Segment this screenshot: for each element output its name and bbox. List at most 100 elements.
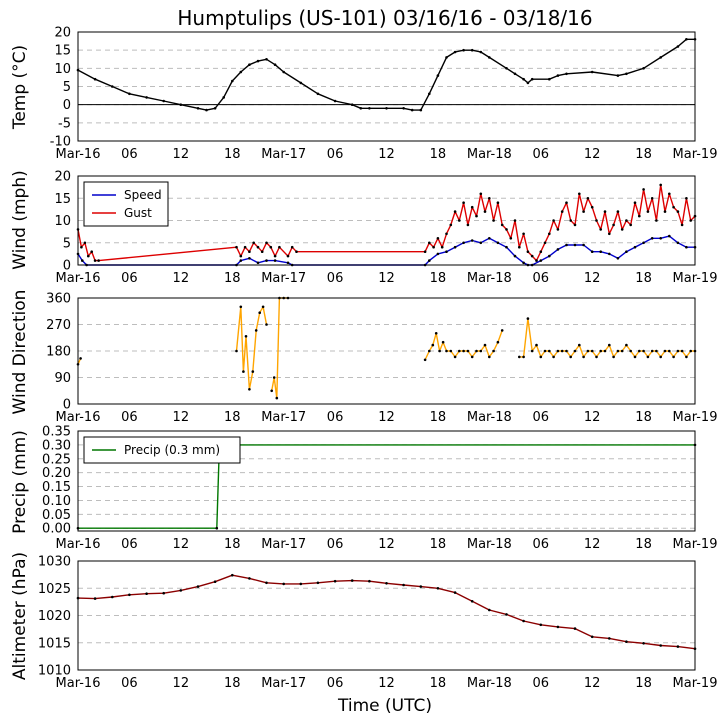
direction-data-point [590, 349, 594, 353]
temp-data-point [231, 79, 234, 83]
direction-data-point [552, 355, 555, 359]
direction-data-point [522, 355, 525, 359]
wind-data-point [526, 250, 530, 253]
wind-data-point [548, 232, 551, 236]
direction-x-tick-label: 12 [173, 410, 190, 425]
temp-data-point [402, 107, 405, 110]
wind-data-point [522, 232, 525, 236]
wind-data-point [505, 245, 508, 249]
precip-y-tick-label: 0.35 [42, 425, 71, 440]
wind-data-point [513, 219, 517, 222]
wind-x-tick-label: Mar-18 [467, 271, 512, 286]
wind-data-point [458, 219, 461, 222]
altimeter-data-point [93, 597, 97, 600]
wind-data-point [273, 254, 277, 258]
wind-x-tick-label: 18 [635, 271, 652, 286]
temp-data-point [590, 70, 594, 74]
wind-data-point [265, 259, 268, 262]
altimeter-data-point [556, 625, 560, 629]
altimeter-data-point [128, 593, 131, 597]
temp-y-tick-label: -5 [58, 116, 71, 131]
wind-data-point [453, 210, 457, 213]
wind-data-point [265, 241, 268, 245]
wind-data-point [616, 210, 620, 213]
wind-data-point [83, 241, 87, 245]
wind-series-gust-line [77, 184, 696, 262]
wind-panel: 0 5 10 15 20 Mar-16 06 12 18 Mar-17 06 12 18 Mar-18 06… [54, 170, 717, 287]
temp-y-tick-label: -10 [50, 135, 71, 150]
wind-data-point [556, 228, 560, 231]
wind-data-point [462, 201, 465, 204]
temp-x-tick-label: 18 [635, 147, 652, 162]
temp-data-point [676, 45, 680, 48]
wind-legend [83, 181, 169, 227]
wind-data-point [560, 210, 564, 213]
temp-data-point [145, 96, 148, 99]
temp-data-point [179, 103, 183, 106]
wind-x-tick-label: 06 [532, 271, 549, 286]
temp-x-tick-label: 06 [121, 147, 138, 162]
wind-data-point [97, 259, 100, 262]
direction-x-tick-label: 18 [635, 410, 652, 425]
altimeter-x-tick-label: Mar-18 [467, 676, 512, 691]
altimeter-x-tick-label: 06 [121, 676, 138, 691]
wind-data-point [243, 245, 247, 249]
direction-data-point [526, 317, 530, 320]
temp-x-tick-label: 12 [378, 147, 395, 162]
wind-data-point [475, 214, 478, 218]
precip-x-tick-label: Mar-18 [467, 537, 512, 552]
wind-data-point [513, 254, 517, 258]
temp-data-point [445, 56, 448, 59]
precip-x-tick-label: 18 [635, 537, 652, 552]
wind-data-point [590, 205, 594, 209]
wind-y-axis-label: Wind (mph) [10, 170, 30, 270]
temp-data-point [196, 107, 200, 110]
precip-y-axis-label: Precip (mm) [10, 430, 30, 534]
direction-data-point [676, 349, 680, 353]
temp-data-point [659, 56, 662, 59]
altimeter-y-tick-label: 1015 [38, 636, 71, 651]
direction-x-tick-label: 06 [121, 410, 138, 425]
direction-data-point [535, 343, 538, 347]
wind-data-point [689, 219, 692, 222]
wind-y-tick-label: 20 [54, 170, 71, 185]
wind-x-tick-label: 12 [378, 271, 395, 286]
temp-data-point [368, 107, 371, 110]
temp-series-temp-line [77, 38, 695, 111]
wind-legend-label: Speed [124, 188, 162, 202]
precip-y-tick-label: 0.00 [42, 522, 71, 537]
direction-panel: 0 90 180 270 360 Mar-16 06 12 18 Mar-17 06 12 18 Mar-… [46, 292, 717, 426]
wind-data-point [535, 259, 538, 262]
wind-data-point [479, 241, 483, 245]
wind-data-point [539, 259, 543, 262]
altimeter-x-tick-label: 12 [584, 676, 601, 691]
altimeter-data-point [402, 583, 405, 587]
altimeter-series-altimeter-line [77, 574, 696, 650]
direction-data-point [642, 349, 645, 353]
altimeter-data-point [625, 640, 628, 643]
wind-data-point [428, 259, 431, 262]
direction-data-point [496, 340, 500, 344]
temp-data-point [93, 77, 97, 81]
temp-data-point [625, 72, 628, 76]
altimeter-data-point [419, 585, 423, 588]
direction-data-point [272, 376, 276, 379]
wind-data-point [492, 219, 495, 222]
direction-data-point [672, 355, 675, 359]
temp-data-point [265, 58, 268, 61]
precip-x-tick-label: 06 [532, 537, 549, 552]
temp-data-point [513, 72, 517, 76]
direction-data-point [438, 349, 441, 353]
precip-x-tick-label: Mar-19 [673, 537, 718, 552]
temp-x-tick-label: Mar-19 [673, 147, 718, 162]
wind-data-point [578, 192, 581, 196]
direction-data-point [445, 349, 448, 353]
wind-data-point [668, 192, 671, 196]
direction-x-tick-label: Mar-17 [261, 410, 306, 425]
direction-x-tick-label: Mar-19 [673, 410, 718, 425]
temp-data-point [522, 77, 525, 81]
wind-data-point [235, 245, 238, 249]
wind-x-tick-label: 12 [584, 271, 601, 286]
wind-data-point [625, 250, 628, 253]
wind-data-point [440, 245, 444, 249]
